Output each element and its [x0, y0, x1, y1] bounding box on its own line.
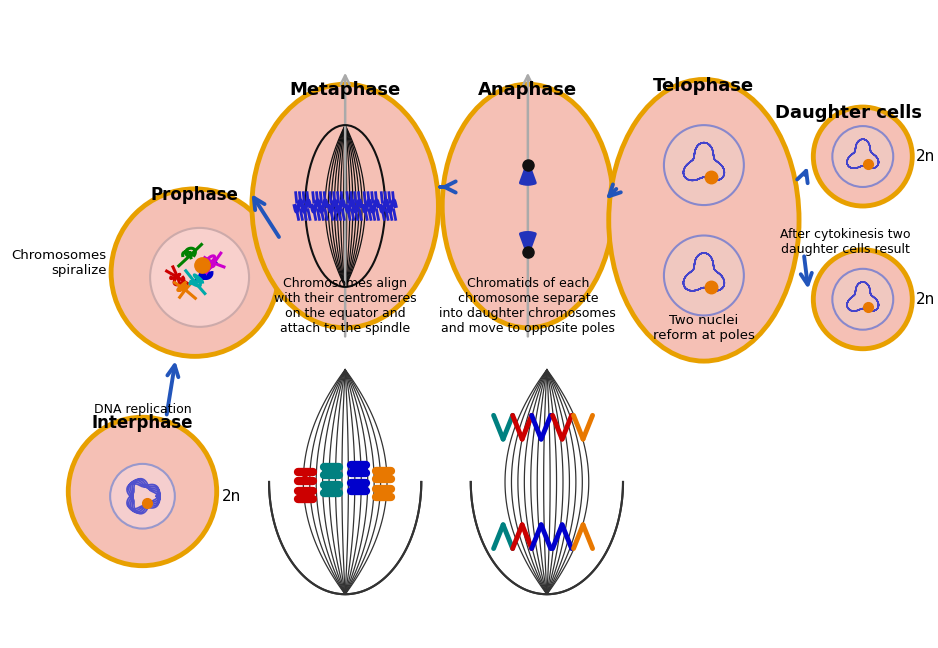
Text: Daughter cells: Daughter cells [775, 104, 922, 122]
Text: Chromosomes align
with their centromeres
on the equator and
attach to the spindl: Chromosomes align with their centromeres… [274, 277, 416, 336]
Circle shape [110, 464, 174, 529]
Circle shape [832, 126, 893, 187]
Text: 2n: 2n [221, 489, 241, 503]
Circle shape [111, 189, 279, 356]
Ellipse shape [442, 84, 613, 328]
Ellipse shape [252, 84, 438, 328]
Text: Chromosomes
spiralize: Chromosomes spiralize [11, 249, 106, 277]
Text: Anaphase: Anaphase [478, 82, 578, 99]
Ellipse shape [609, 80, 799, 361]
Circle shape [813, 107, 913, 206]
Circle shape [664, 125, 744, 205]
Text: Interphase: Interphase [92, 414, 193, 432]
Circle shape [813, 249, 913, 349]
Circle shape [664, 235, 744, 316]
Text: Two nuclei
reform at poles: Two nuclei reform at poles [653, 314, 755, 342]
Text: Chromatids of each
chromosome separate
into daughter chromosomes
and move to opp: Chromatids of each chromosome separate i… [440, 277, 616, 336]
Text: 2n: 2n [916, 149, 935, 164]
Circle shape [832, 269, 893, 330]
Text: After cytokinesis two
daughter cells result: After cytokinesis two daughter cells res… [780, 228, 911, 256]
Text: DNA replication: DNA replication [94, 403, 191, 416]
Text: Telophase: Telophase [654, 76, 754, 95]
Circle shape [68, 417, 217, 566]
Circle shape [150, 228, 250, 327]
Text: Metaphase: Metaphase [290, 82, 401, 99]
Text: 2n: 2n [916, 292, 935, 307]
Text: Prophase: Prophase [151, 186, 239, 204]
